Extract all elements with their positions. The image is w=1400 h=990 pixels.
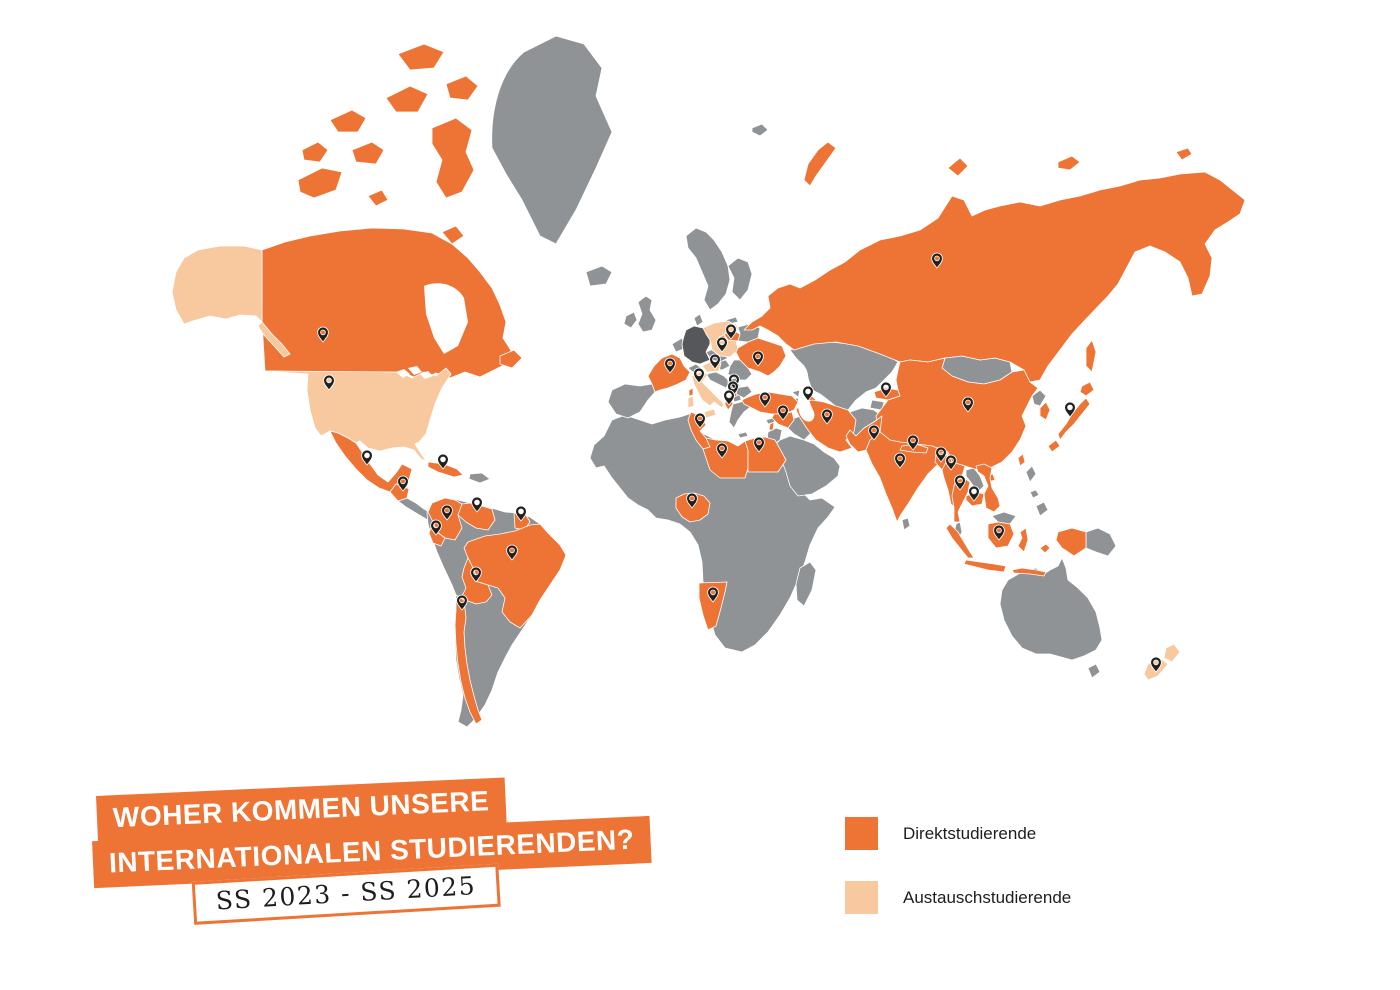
nz-north-island	[1163, 643, 1181, 663]
country-mexico	[329, 430, 413, 493]
arctic-island	[297, 167, 343, 199]
region-west-balkans	[705, 371, 731, 389]
legend-swatch-direkt	[845, 817, 878, 850]
legend-label-austausch: Austauschstudierende	[903, 887, 1072, 907]
country-thailand	[951, 477, 971, 523]
island-kyushu	[1047, 439, 1061, 453]
arctic-island	[445, 75, 479, 101]
legend-item-direkt: Direktstudierende	[845, 817, 1071, 850]
region-alaska	[171, 245, 263, 325]
legend-swatch-austausch	[845, 881, 878, 914]
country-namibia	[698, 581, 728, 631]
island-sardinia	[687, 395, 695, 409]
country-papua-new-guinea	[1085, 527, 1117, 557]
region-scandinavia	[685, 227, 731, 311]
island-new-siberian	[1057, 155, 1081, 171]
island-svalbard	[751, 123, 769, 137]
island-sicily	[703, 408, 717, 419]
arctic-island	[301, 141, 329, 163]
island-visayas	[1029, 489, 1040, 499]
country-ireland	[623, 311, 638, 329]
country-india	[865, 431, 949, 523]
country-united-kingdom	[637, 295, 657, 333]
island-sulawesi	[1017, 527, 1029, 553]
island-baffin	[431, 117, 475, 199]
island-lesser-sunda	[1011, 567, 1047, 577]
region-alaska-panhandle	[257, 321, 291, 358]
island-maluku	[1039, 543, 1051, 554]
country-greenland	[491, 35, 613, 245]
island-newfoundland	[499, 349, 523, 369]
region-iberia	[607, 383, 656, 419]
country-vietnam	[975, 463, 1001, 513]
hudson-bay	[424, 283, 468, 354]
country-hispaniola	[468, 472, 491, 484]
country-france	[647, 353, 691, 393]
country-chile	[454, 594, 483, 725]
country-denmark	[693, 313, 704, 327]
island-corsica	[688, 387, 694, 397]
country-taiwan	[1017, 453, 1026, 467]
title-block: WOHER KOMMEN UNSERE INTERNATIONALEN STUD…	[92, 771, 653, 927]
country-finland	[727, 257, 753, 301]
island-sakhalin	[1085, 339, 1097, 373]
island-wrangel	[1175, 147, 1193, 161]
island-sumatra	[945, 523, 975, 559]
country-canada	[261, 227, 513, 381]
island-luzon	[1025, 465, 1037, 483]
country-south-korea	[1039, 401, 1051, 421]
arctic-island	[397, 43, 445, 71]
island-severnaya-zemlya	[947, 157, 969, 177]
country-madagascar	[795, 561, 817, 607]
island-tasmania	[1087, 663, 1101, 679]
arctic-island	[367, 189, 389, 207]
arctic-island	[385, 85, 429, 113]
country-australia	[999, 557, 1103, 661]
legend: Direktstudierende Austauschstudierende	[845, 817, 1071, 914]
country-iceland	[585, 265, 613, 287]
country-sri-lanka	[901, 517, 911, 531]
island-crete	[737, 431, 749, 439]
country-north-korea	[1031, 389, 1047, 407]
legend-label-direkt: Direktstudierende	[903, 823, 1037, 843]
region-west-papua	[1055, 527, 1087, 557]
island-hokkaido	[1079, 381, 1095, 397]
arctic-island	[441, 225, 465, 245]
arctic-island	[351, 141, 385, 165]
region-malaysia-borneo	[991, 511, 1017, 525]
country-united-states	[264, 367, 452, 462]
legend-item-austausch: Austauschstudierende	[845, 881, 1071, 914]
island-java	[963, 559, 1007, 573]
island-mindanao	[1035, 501, 1049, 517]
great-lakes	[396, 366, 433, 379]
country-lebanon	[768, 421, 775, 431]
island-novaya-zemlya	[803, 141, 837, 187]
arctic-island	[329, 109, 367, 133]
